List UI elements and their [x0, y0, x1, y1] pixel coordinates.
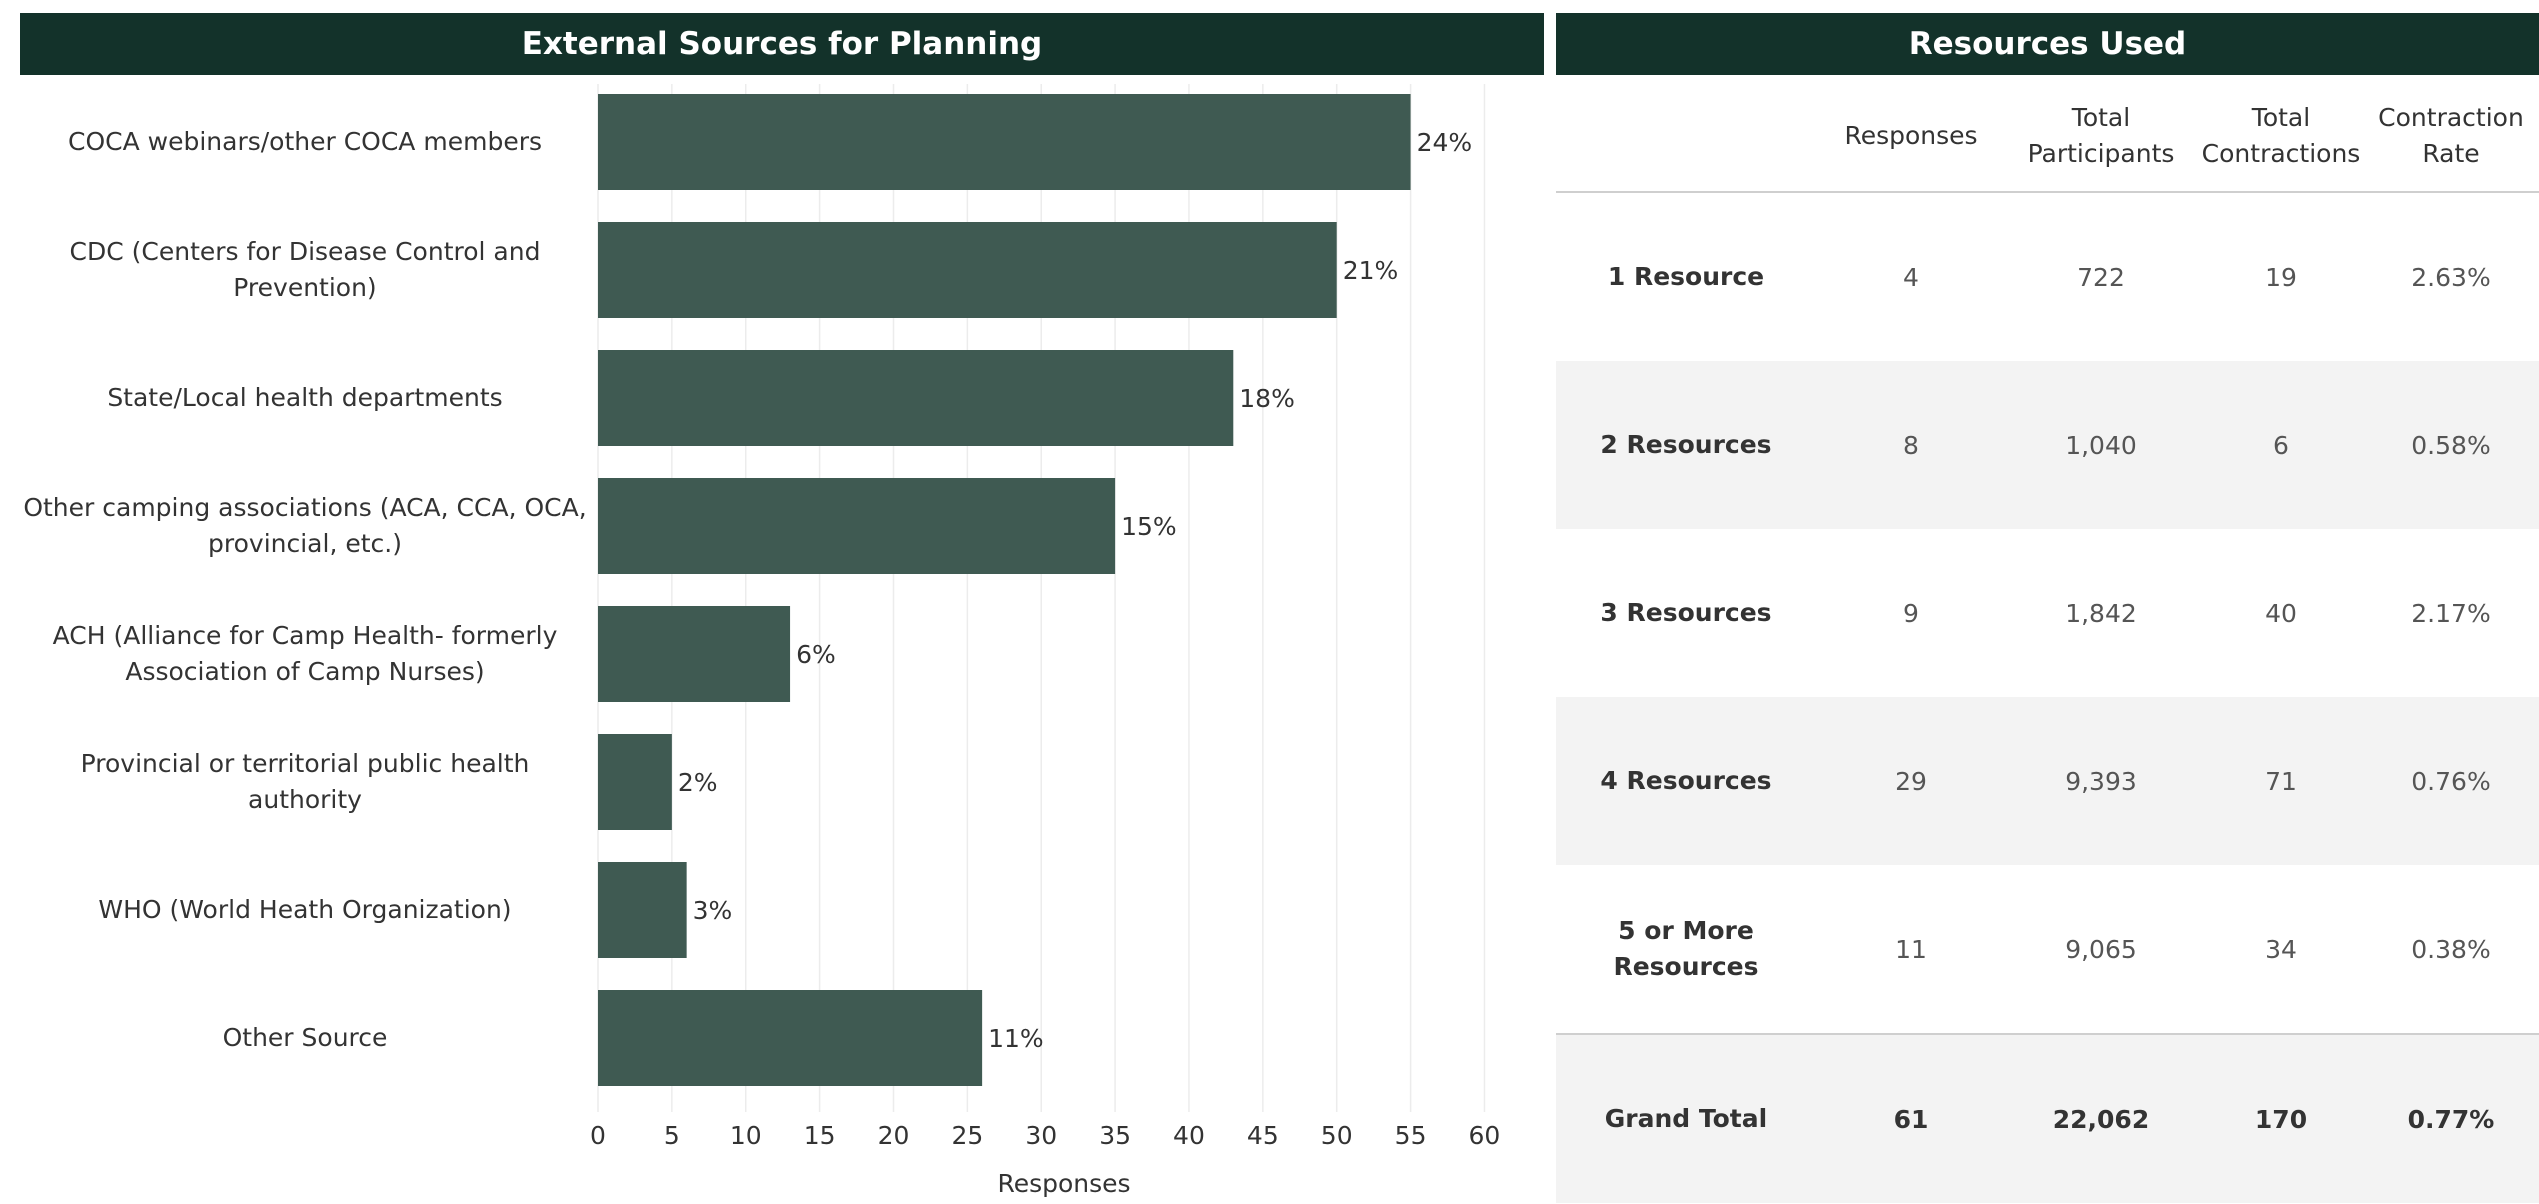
x-tick-label-60: 60	[1469, 1121, 1501, 1150]
cell-contractions: 34	[2265, 934, 2297, 964]
cell-contractions: 170	[2254, 1104, 2308, 1134]
bar-1	[598, 222, 1337, 318]
resources-table: Responses Total Participants Total Contr…	[1556, 80, 2539, 1203]
x-tick-label-0: 0	[590, 1121, 606, 1150]
table-header-row: Responses Total Participants Total Contr…	[1556, 80, 2539, 193]
cell-participants: 22,062	[2052, 1104, 2150, 1134]
cell-rate: 0.76%	[2411, 766, 2491, 796]
x-tick-label-10: 10	[730, 1121, 762, 1150]
bar-data-label-1: 21%	[1343, 256, 1399, 285]
cell-rate: 0.38%	[2411, 934, 2491, 964]
grand-total-row: Grand Total 61 22,062 170 0.77%	[1556, 1033, 2539, 1203]
row-label: 5 or More Resources	[1613, 916, 1759, 981]
cell-responses: 61	[1893, 1104, 1929, 1134]
chart-title: External Sources for Planning	[20, 13, 1544, 75]
col-header-contraction-rate: Contraction Rate	[2378, 102, 2524, 168]
x-tick-label-40: 40	[1173, 1121, 1205, 1150]
bar-data-label-4: 6%	[796, 640, 836, 669]
cell-responses: 8	[1903, 430, 1919, 460]
category-label-4: ACH (Alliance for Camp Health- formerly …	[52, 621, 558, 686]
category-label-3: Other camping associations (ACA, CCA, OC…	[23, 493, 587, 558]
bar-data-label-0: 24%	[1417, 128, 1473, 157]
x-tick-label-55: 55	[1395, 1121, 1427, 1150]
row-label: 3 Resources	[1600, 598, 1772, 627]
category-label-5: Provincial or territorial public health …	[80, 749, 530, 814]
cell-rate: 0.77%	[2407, 1104, 2495, 1134]
bar-7	[598, 990, 983, 1086]
cell-participants: 1,842	[2065, 598, 2137, 628]
bar-data-label-5: 2%	[678, 768, 718, 797]
x-tick-label-50: 50	[1321, 1121, 1353, 1150]
row-label: 2 Resources	[1600, 430, 1772, 459]
bar-data-label-3: 15%	[1121, 512, 1177, 541]
table-title: Resources Used	[1556, 13, 2539, 75]
row-label: 1 Resource	[1607, 262, 1765, 291]
cell-contractions: 40	[2265, 598, 2297, 628]
bar-chart-svg: 24% 21% 18% 15% 6% 2% 3% 11% 0 5 10 15 20 25 30 35 40 45 5…	[590, 84, 1501, 1198]
table-row: 4 Resources 29 9,393 71 0.76%	[1556, 697, 2539, 865]
bar-0	[598, 94, 1411, 190]
cell-contractions: 71	[2265, 766, 2297, 796]
category-label-0: COCA webinars/other COCA members	[68, 127, 542, 156]
cell-rate: 2.63%	[2411, 262, 2491, 292]
x-tick-label-25: 25	[951, 1121, 983, 1150]
cell-responses: 4	[1903, 262, 1919, 292]
table-row: 1 Resource 4 722 19 2.63%	[1556, 193, 2539, 361]
cell-responses: 11	[1895, 934, 1927, 964]
category-label-6: WHO (World Heath Organization)	[98, 895, 512, 924]
cell-participants: 9,065	[2065, 934, 2137, 964]
col-header-total-contractions: Total Contractions	[2201, 102, 2361, 168]
cell-rate: 2.17%	[2411, 598, 2491, 628]
col-header-responses: Responses	[1844, 120, 1978, 150]
cell-participants: 9,393	[2065, 766, 2137, 796]
x-axis-title: Responses	[997, 1169, 1130, 1198]
x-tick-label-35: 35	[1099, 1121, 1131, 1150]
x-tick-label-20: 20	[878, 1121, 910, 1150]
table-row: 3 Resources 9 1,842 40 2.17%	[1556, 529, 2539, 697]
cell-responses: 29	[1895, 766, 1927, 796]
cell-responses: 9	[1903, 598, 1919, 628]
bar-6	[598, 862, 687, 958]
category-label-2: State/Local health departments	[107, 383, 503, 412]
bar-data-label-2: 18%	[1239, 384, 1295, 413]
cell-contractions: 19	[2265, 262, 2297, 292]
cell-participants: 1,040	[2065, 430, 2137, 460]
bar-3	[598, 478, 1116, 574]
x-tick-label-30: 30	[1025, 1121, 1057, 1150]
category-label-1: CDC (Centers for Disease Control and Pre…	[69, 237, 541, 302]
cell-participants: 722	[2077, 262, 2125, 292]
row-label: 4 Resources	[1600, 766, 1772, 795]
x-tick-label-45: 45	[1247, 1121, 1279, 1150]
row-label: Grand Total	[1604, 1104, 1768, 1133]
category-label-7: Other Source	[222, 1023, 388, 1052]
x-tick-label-15: 15	[804, 1121, 836, 1150]
bar-2	[598, 350, 1234, 446]
col-header-total-participants: Total Participants	[2027, 102, 2175, 168]
bar-chart: 24% 21% 18% 15% 6% 2% 3% 11% 0 5 10 15 20 25 30 35 40 45 5…	[0, 80, 1550, 1200]
cell-rate: 0.58%	[2411, 430, 2491, 460]
table-row: 5 or More Resources 11 9,065 34 0.38%	[1556, 865, 2539, 1033]
bar-data-label-6: 3%	[693, 896, 733, 925]
bar-4	[598, 606, 791, 702]
cell-contractions: 6	[2273, 430, 2289, 460]
table-row: 2 Resources 8 1,040 6 0.58%	[1556, 361, 2539, 529]
x-tick-label-5: 5	[664, 1121, 680, 1150]
bar-data-label-7: 11%	[988, 1024, 1044, 1053]
bar-5	[598, 734, 672, 830]
